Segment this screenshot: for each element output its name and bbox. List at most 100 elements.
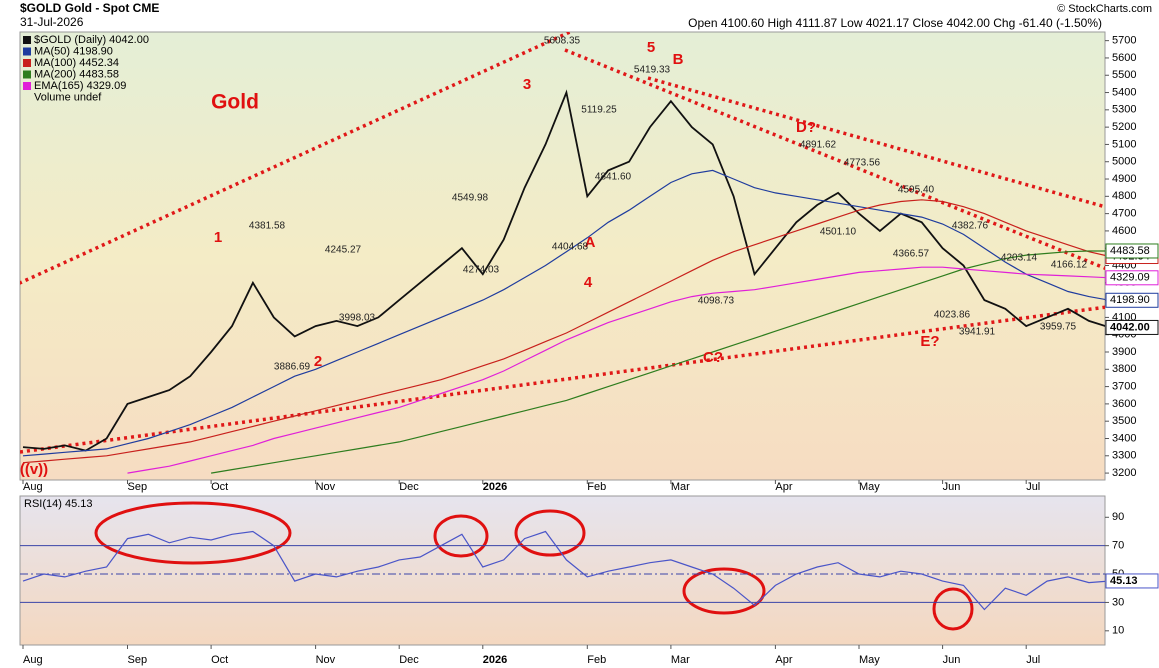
legend-label: MA(200) 4483.58 — [34, 68, 119, 80]
y-tick-label: 5300 — [1112, 104, 1136, 116]
value-tag: 4329.09 — [1110, 272, 1150, 284]
price-label: 4501.10 — [820, 227, 857, 238]
wave-label: 3 — [523, 76, 531, 93]
y-tick-label: 3500 — [1112, 415, 1136, 427]
x-tick-label: Mar — [671, 654, 690, 666]
panel-title: RSI(14) 45.13 — [24, 498, 92, 510]
series-line — [22, 89, 1105, 452]
quote: Open 4100.60 High 4111.87 Low 4021.17 Cl… — [688, 16, 1102, 30]
y-tick-label: 4600 — [1112, 225, 1136, 237]
price-label: 4595.40 — [898, 185, 935, 196]
value-tag-box — [1105, 270, 1159, 286]
y-tick-label: 5600 — [1112, 52, 1136, 64]
price-label: 5119.25 — [581, 105, 617, 116]
value-tag-box — [1105, 292, 1159, 308]
x-tick-label: Nov — [316, 654, 336, 666]
wave-label: Gold — [211, 91, 259, 114]
y-tick-label: 3200 — [1112, 467, 1136, 479]
x-tick-label: Dec — [399, 654, 419, 666]
y-tick-label: 3900 — [1112, 346, 1136, 358]
y-tick-label: 5400 — [1112, 86, 1136, 98]
x-tick-label: Feb — [587, 481, 606, 493]
price-label: 4098.73 — [698, 296, 735, 307]
price-label: 4274.03 — [463, 265, 500, 276]
price-label: 4773.56 — [844, 158, 881, 169]
price-label: 4023.86 — [934, 310, 971, 321]
wave-label: C? — [703, 349, 723, 366]
price-label: 3886.69 — [274, 362, 311, 373]
y-tick-label: 3400 — [1112, 432, 1136, 444]
value-tag: 4042.00 — [1110, 321, 1150, 333]
wave-label: 4 — [584, 274, 593, 291]
x-tick-label: Nov — [316, 481, 336, 493]
legend-label: MA(100) 4452.34 — [34, 57, 119, 69]
y-tick-label: 10 — [1112, 625, 1124, 637]
series-line — [211, 250, 1105, 474]
value-tag-box — [1105, 243, 1159, 259]
y-tick-label: 90 — [1112, 511, 1124, 523]
value-tag-box — [1105, 319, 1159, 335]
price-label: 3998.03 — [339, 313, 376, 324]
wave-label: D? — [796, 119, 816, 136]
legend-label: EMA(165) 4329.09 — [34, 80, 126, 92]
price-label: 3959.75 — [1040, 322, 1077, 333]
wave-label: B — [673, 51, 684, 68]
value-tag: 4198.90 — [1110, 294, 1150, 306]
y-tick-label: 4800 — [1112, 190, 1136, 202]
price-panel — [19, 31, 1106, 481]
series-group — [22, 530, 1105, 611]
wave-label: A — [585, 234, 596, 251]
x-tick-label: Mar — [671, 481, 690, 493]
price-label: 4203.14 — [1001, 253, 1038, 264]
series-line — [22, 169, 1105, 457]
series-line — [127, 266, 1105, 474]
chart-title: $GOLD Gold - Spot CME — [20, 1, 159, 15]
series-line — [22, 199, 1105, 464]
legend-label: $GOLD (Daily) 4042.00 — [34, 34, 149, 46]
price-label: 5608.35 — [544, 36, 581, 47]
y-tick-label: 3700 — [1112, 381, 1136, 393]
price-label: 4381.58 — [249, 221, 286, 232]
price-label: 4245.27 — [325, 245, 362, 256]
price-label: 3941.91 — [959, 327, 996, 338]
price-label: 4366.57 — [893, 249, 930, 260]
legend-swatch — [23, 47, 31, 56]
wave-label: ((v)) — [20, 461, 48, 478]
y-tick-label: 5200 — [1112, 121, 1136, 133]
trendlines — [20, 32, 1105, 454]
rsi-ovals — [94, 501, 974, 631]
x-tick-label: Oct — [211, 481, 228, 493]
y-tick-label: 70 — [1112, 540, 1124, 552]
value-tag: 45.13 — [1110, 575, 1138, 587]
series-line — [22, 530, 1105, 611]
x-tick-label: Apr — [775, 654, 792, 666]
x-tick-label: May — [859, 481, 880, 493]
legend-label: MA(50) 4198.90 — [34, 45, 113, 57]
price-label: 4166.12 — [1051, 260, 1088, 271]
price-label: 4841.60 — [595, 172, 632, 183]
series-group — [22, 89, 1105, 474]
y-tick-label: 4700 — [1112, 208, 1136, 220]
x-tick-label: Oct — [211, 654, 228, 666]
wave-label: 1 — [214, 229, 222, 246]
y-tick-label: 5700 — [1112, 35, 1136, 47]
price-label: 4891.62 — [800, 140, 837, 151]
legend-label: Volume undef — [34, 91, 102, 103]
x-tick-label: May — [859, 654, 880, 666]
price-label: 4404.68 — [552, 242, 589, 253]
x-tick-label: Feb — [587, 654, 606, 666]
x-tick-label: Aug — [23, 481, 43, 493]
price-label: 4549.98 — [452, 193, 489, 204]
price-label: 4382.76 — [952, 221, 989, 232]
x-tick-label: Sep — [128, 481, 148, 493]
value-tag-box — [1105, 573, 1159, 589]
x-tick-label: Jun — [943, 481, 961, 493]
source: © StockCharts.com — [1057, 3, 1152, 15]
x-tick-label: Aug — [23, 654, 43, 666]
y-tick-label: 5100 — [1112, 138, 1136, 150]
legend-swatch — [23, 59, 31, 67]
y-tick-label: 3300 — [1112, 450, 1136, 462]
rsi-panel — [19, 495, 1106, 646]
legend-swatch — [23, 70, 31, 79]
